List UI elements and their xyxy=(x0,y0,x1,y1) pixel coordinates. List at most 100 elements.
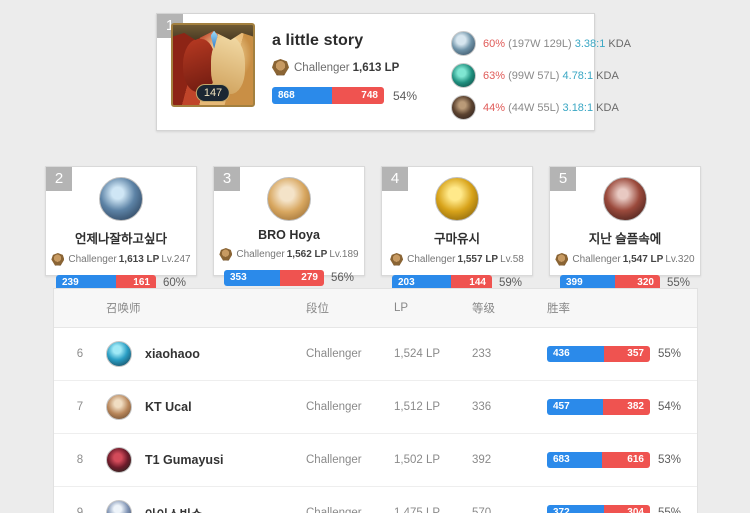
challenger-emblem-icon xyxy=(390,253,404,266)
champion-stat-row[interactable]: 60% (197W 129L) 3.38:1 KDA xyxy=(451,31,631,56)
cell-summoner: 아이스빙수 xyxy=(106,486,306,513)
summoner-name[interactable]: a little story xyxy=(272,32,364,49)
tier-line: Challenger 1,613 LP Lv.247 xyxy=(46,253,196,266)
champion-winrate: 63% xyxy=(483,69,506,82)
champion-stat-row[interactable]: 44% (44W 55L) 3.18:1 KDA xyxy=(451,95,631,120)
column-header-winrate[interactable]: 胜率 xyxy=(547,289,697,328)
losses-segment: 161 xyxy=(115,275,156,291)
table-header: 召唤师 段位 LP 等级 胜率 xyxy=(54,289,697,328)
challenger-emblem-icon xyxy=(219,248,233,261)
winloss-bar: 436 357 xyxy=(547,346,650,362)
gem-icon xyxy=(210,30,218,49)
losses-segment: 320 xyxy=(614,275,660,291)
winrate-value: 55% xyxy=(666,277,691,289)
winloss-row: 868 748 54% xyxy=(272,87,427,104)
ranking-table-container: 召唤师 段位 LP 等级 胜率 6 xiaohaoo Cha xyxy=(53,288,698,513)
summoner-name[interactable]: 구마유시 xyxy=(433,232,480,246)
challenger-emblem-icon xyxy=(555,253,569,266)
wins-segment: 239 xyxy=(55,275,116,291)
cell-level: 233 xyxy=(472,327,547,381)
champion-stats-list: 60% (197W 129L) 3.38:1 KDA 63% (99W 57L)… xyxy=(427,23,631,130)
column-header-summoner[interactable]: 召唤师 xyxy=(106,289,306,328)
table-row[interactable]: 6 xiaohaoo Challenger 1,524 LP 233 436 xyxy=(54,327,697,381)
lp-value: 1,613 LP xyxy=(352,61,400,74)
lp-value: 1,557 LP xyxy=(457,254,499,265)
summoner-avatar xyxy=(106,447,132,473)
column-header-tier[interactable]: 段位 xyxy=(306,289,394,328)
table-row[interactable]: 8 T1 Gumayusi Challenger 1,502 LP 392 xyxy=(54,433,697,487)
rank-badge: 2 xyxy=(46,167,72,191)
lp-value: 1,613 LP xyxy=(118,254,160,265)
table-body: 6 xiaohaoo Challenger 1,524 LP 233 436 xyxy=(54,327,697,513)
rank-3-card[interactable]: 3 BRO Hoya Challenger 1,562 LP Lv.189 35… xyxy=(213,166,365,286)
summoner-name[interactable]: 지난 슬픔속에 xyxy=(588,232,662,246)
tier-line: Challenger 1,557 LP Lv.58 xyxy=(382,253,532,266)
losses-segment: 748 xyxy=(332,87,384,104)
tier-label: Challenger xyxy=(236,249,285,260)
level-value: Lv.58 xyxy=(500,254,524,265)
winloss-row: 399 320 55% xyxy=(550,275,700,291)
wins-segment: 399 xyxy=(559,275,615,291)
table-row[interactable]: 7 KT Ucal Challenger 1,512 LP 336 457 xyxy=(54,380,697,434)
summoner-name[interactable]: T1 Gumayusi xyxy=(145,453,224,467)
table-row[interactable]: 9 아이스빙수 Challenger 1,475 LP 570 372 xyxy=(54,486,697,513)
cell-rank: 9 xyxy=(54,486,106,513)
tier-line: Challenger 1,562 LP Lv.189 xyxy=(214,248,364,261)
rank-2-card[interactable]: 2 언제나잘하고싶다 Challenger 1,613 LP Lv.247 23… xyxy=(45,166,197,291)
wins-segment: 372 xyxy=(547,505,604,513)
summoner-name[interactable]: xiaohaoo xyxy=(145,347,200,361)
wins-segment: 203 xyxy=(391,275,451,291)
wins-segment: 683 xyxy=(547,452,602,468)
winrate-value: 54% xyxy=(393,88,418,103)
champion-record: (99W 57L) xyxy=(508,69,560,82)
column-header-rank[interactable] xyxy=(54,289,106,328)
tier-label: Challenger xyxy=(294,61,350,74)
cell-rank: 7 xyxy=(54,380,106,434)
tier-label: Challenger xyxy=(572,254,621,265)
champion-kda: 3.38:1 xyxy=(574,37,606,50)
cell-rank: 8 xyxy=(54,433,106,487)
column-header-lp[interactable]: LP xyxy=(394,289,472,328)
column-header-level[interactable]: 等级 xyxy=(472,289,547,328)
champion-kda-label: KDA xyxy=(596,101,619,114)
rank-4-card[interactable]: 4 구마유시 Challenger 1,557 LP Lv.58 203 144… xyxy=(381,166,533,291)
rank-badge: 3 xyxy=(214,167,240,191)
summoner-name[interactable]: BRO Hoya xyxy=(258,228,320,242)
winrate-value: 55% xyxy=(658,348,682,360)
lp-value: 1,547 LP xyxy=(622,254,664,265)
winrate-value: 55% xyxy=(658,507,682,513)
summoner-name[interactable]: KT Ucal xyxy=(145,400,192,414)
champion-stat-text: 44% (44W 55L) 3.18:1 KDA xyxy=(483,102,619,114)
wins-segment: 353 xyxy=(223,270,280,286)
tier-line: Challenger 1,613 LP xyxy=(272,59,427,76)
ranking-table: 召唤师 段位 LP 等级 胜率 6 xiaohaoo Cha xyxy=(54,289,697,513)
summoner-avatar xyxy=(267,177,311,221)
losses-segment: 382 xyxy=(602,399,650,415)
summoner-name[interactable]: 언제나잘하고싶다 xyxy=(74,232,167,246)
champion-kda: 4.78:1 xyxy=(562,69,594,82)
cell-lp: 1,502 LP xyxy=(394,433,472,487)
rank-badge: 4 xyxy=(382,167,408,191)
champion-winrate: 60% xyxy=(483,37,506,50)
tier-line: Challenger 1,547 LP Lv.320 xyxy=(550,253,700,266)
cell-tier: Challenger xyxy=(306,327,394,381)
summoner-name[interactable]: 아이스빙수 xyxy=(145,504,203,513)
rank-1-card[interactable]: 1 147 a little story Challenger 1,613 LP xyxy=(156,13,631,131)
champion-record: (44W 55L) xyxy=(508,101,560,114)
champion-winrate: 44% xyxy=(483,101,506,114)
summoner-avatar xyxy=(106,394,132,420)
tier-label: Challenger xyxy=(407,254,456,265)
cell-rank: 6 xyxy=(54,327,106,381)
cell-lp: 1,524 LP xyxy=(394,327,472,381)
summoner-avatar xyxy=(435,177,479,221)
winloss-bar: 353 279 xyxy=(223,270,324,286)
winrate-value: 56% xyxy=(330,272,355,284)
champion-stat-row[interactable]: 63% (99W 57L) 4.78:1 KDA xyxy=(451,63,631,88)
rank-5-card[interactable]: 5 지난 슬픔속에 Challenger 1,547 LP Lv.320 399… xyxy=(549,166,701,291)
level-value: Lv.189 xyxy=(329,249,359,260)
champion-icon-1 xyxy=(451,31,476,56)
winloss-bar: 683 616 xyxy=(547,452,650,468)
tier-label: Challenger xyxy=(68,254,117,265)
cell-summoner: T1 Gumayusi xyxy=(106,433,306,487)
cell-winrate: 372 304 55% xyxy=(547,486,697,513)
